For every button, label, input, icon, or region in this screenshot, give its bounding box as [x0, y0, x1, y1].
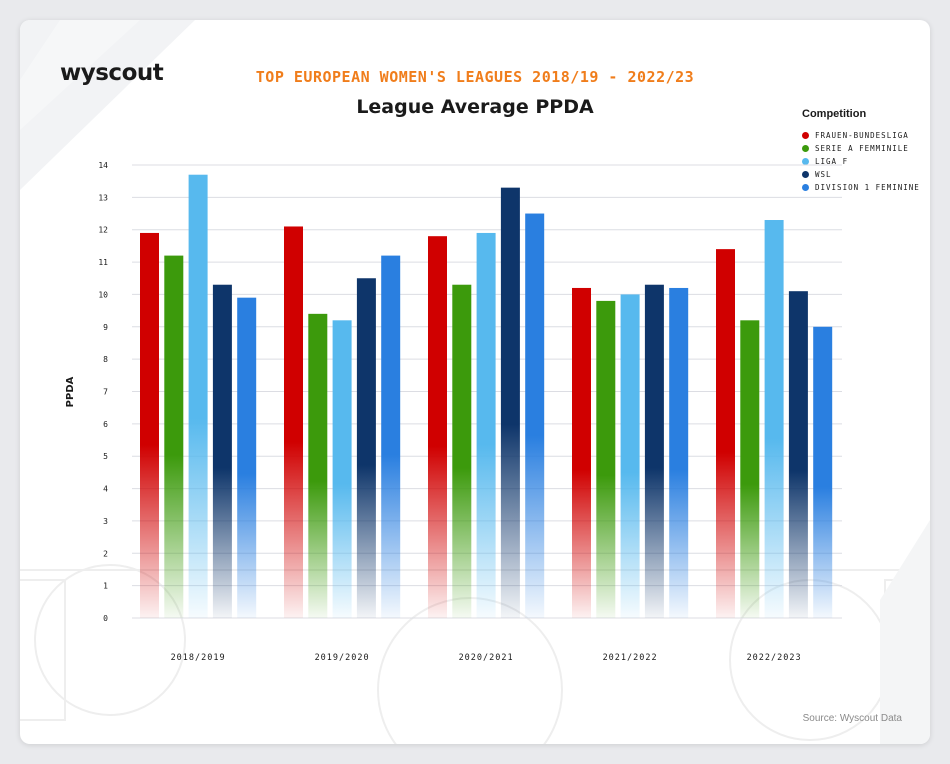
legend-label: FRAUEN-BUNDESLIGA	[815, 131, 909, 140]
bar	[188, 174, 208, 618]
bar	[716, 249, 735, 618]
y-tick-label: 5	[103, 452, 108, 461]
chart-title: League Average PPDA	[356, 96, 594, 118]
legend-title: Competition	[802, 108, 867, 120]
y-tick-label: 1	[103, 582, 108, 591]
legend-swatch	[802, 145, 809, 152]
legend-item-frauen-bundesliga: FRAUEN-BUNDESLIGA	[802, 129, 920, 142]
bar	[740, 320, 760, 618]
y-tick-label: 12	[98, 226, 108, 235]
bar	[764, 220, 784, 618]
bar	[308, 313, 328, 618]
legend-label: LIGA F	[815, 157, 849, 166]
bar	[452, 284, 472, 618]
bar	[476, 232, 496, 618]
bar	[596, 300, 616, 618]
background-pitch-decoration	[20, 20, 930, 744]
x-tick-label: 2018/2019	[171, 653, 226, 663]
y-tick-label: 10	[98, 290, 108, 299]
legend-label: WSL	[815, 170, 832, 179]
y-tick-label: 13	[98, 193, 108, 202]
bar	[788, 291, 808, 618]
bar	[237, 297, 257, 618]
y-tick-label: 0	[103, 614, 108, 623]
legend-label: SERIE A FEMMINILE	[815, 144, 909, 153]
bar	[356, 278, 376, 618]
bar	[620, 294, 640, 618]
x-tick-label: 2019/2020	[315, 653, 370, 663]
legend: Competition FRAUEN-BUNDESLIGA SERIE A FE…	[802, 108, 920, 194]
bar	[284, 226, 303, 618]
x-tick-label: 2022/2023	[747, 653, 802, 663]
y-tick-label: 4	[103, 485, 108, 494]
y-tick-label: 14	[98, 161, 108, 170]
legend-label: DIVISION 1 FEMININE	[815, 183, 920, 192]
bar	[381, 255, 401, 618]
legend-item-division-1-feminine: DIVISION 1 FEMININE	[802, 181, 920, 194]
wyscout-logo: wyscout	[60, 60, 164, 86]
legend-swatch	[802, 158, 809, 165]
bar	[669, 287, 689, 618]
y-tick-label: 7	[103, 388, 108, 397]
bar	[140, 232, 159, 618]
bar	[572, 287, 591, 618]
bar	[164, 255, 184, 618]
y-axis-label: PPDA	[65, 376, 76, 407]
bar	[500, 187, 520, 618]
bar	[525, 213, 545, 619]
legend-swatch	[802, 132, 809, 139]
bar	[332, 320, 352, 618]
y-tick-label: 3	[103, 517, 108, 526]
y-tick-label: 9	[103, 323, 108, 332]
chart-card: wyscout TOP EUROPEAN WOMEN'S LEAGUES 201…	[20, 20, 930, 744]
y-tick-label: 11	[98, 258, 108, 267]
bar	[813, 326, 833, 618]
y-tick-label: 8	[103, 355, 108, 364]
legend-swatch	[802, 184, 809, 191]
source-note: Source: Wyscout Data	[802, 713, 902, 724]
legend-swatch	[802, 171, 809, 178]
legend-item-serie-a-femminile: SERIE A FEMMINILE	[802, 142, 920, 155]
x-tick-label: 2021/2022	[603, 653, 658, 663]
x-tick-label: 2020/2021	[459, 653, 514, 663]
bar	[644, 284, 664, 618]
y-tick-label: 2	[103, 549, 108, 558]
legend-item-wsl: WSL	[802, 168, 920, 181]
legend-item-liga-f: LIGA F	[802, 155, 920, 168]
bar	[428, 236, 447, 618]
chart-supertitle: TOP EUROPEAN WOMEN'S LEAGUES 2018/19 - 2…	[255, 68, 695, 86]
y-tick-label: 6	[103, 420, 108, 429]
bar	[212, 284, 232, 618]
